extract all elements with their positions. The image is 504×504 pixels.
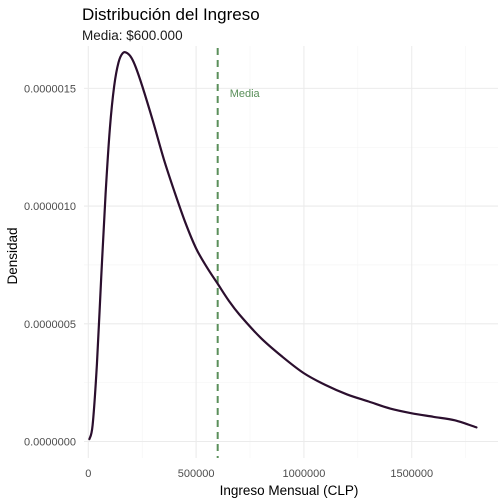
x-tick-label: 0	[85, 468, 91, 480]
chart-title: Distribución del Ingreso	[82, 5, 260, 24]
reference-line-group: Media	[216, 48, 261, 458]
x-tick-label: 500000	[178, 468, 215, 480]
y-tick-label: 0.0000000	[24, 437, 76, 449]
density-curve	[88, 51, 478, 441]
chart-subtitle: Media: $600.000	[82, 28, 183, 43]
x-axis-ticks: 0 500000 1000000 1500000	[85, 468, 433, 480]
y-tick-label: 0.0000005	[24, 319, 76, 331]
y-tick-label: 0.0000015	[24, 83, 76, 95]
y-axis-ticks: 0.0000000 0.0000005 0.0000010 0.0000015	[24, 83, 76, 448]
series-group	[88, 51, 478, 441]
x-axis-title: Ingreso Mensual (CLP)	[220, 483, 359, 498]
y-tick-label: 0.0000010	[24, 201, 76, 213]
y-axis-title: Densidad	[5, 227, 20, 284]
x-tick-label: 1500000	[390, 468, 433, 480]
x-tick-label: 1000000	[283, 468, 326, 480]
mean-label: Media	[230, 88, 261, 100]
plot-grid	[84, 46, 498, 458]
